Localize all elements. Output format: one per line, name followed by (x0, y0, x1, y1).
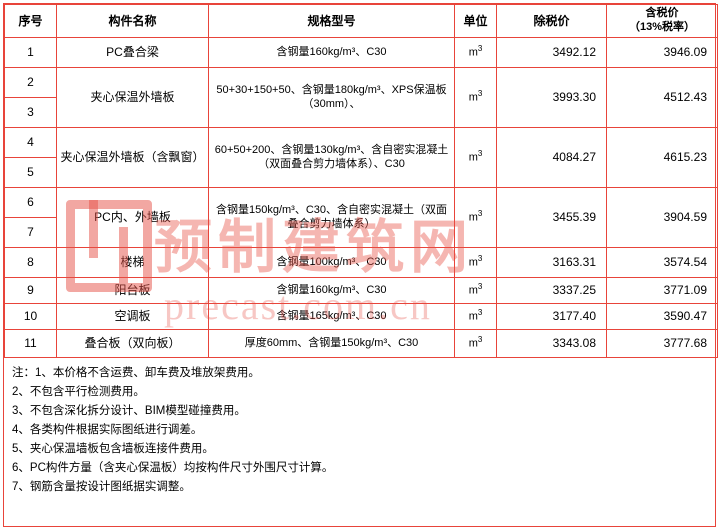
unit-cell: m3 (454, 127, 497, 188)
note-line: 2、不包含平行检测费用。 (12, 385, 145, 398)
row-index-cell: 5 (4, 157, 57, 188)
header-row: 序号 构件名称 规格型号 单位 除税价 含税价 （13%税率） (4, 4, 718, 38)
header-specification: 规格型号 (208, 4, 455, 38)
notes-block: 注：1、本价格不含运费、卸车费及堆放架费用。 2、不包含平行检测费用。 3、不包含深… (4, 358, 715, 501)
price-excl-tax-cell: 3993.30 (496, 67, 607, 128)
header-price-incl-tax-line1: 含税价 (645, 7, 679, 20)
price-incl-tax-cell: 3904.59 (606, 187, 718, 248)
header-price-incl-tax: 含税价 （13%税率） (606, 4, 718, 38)
header-unit: 单位 (454, 4, 497, 38)
row-index-cell: 2 (4, 67, 57, 98)
price-excl-tax-cell: 3337.25 (496, 277, 607, 304)
table-row: 11 叠合板（双向板） 厚度60mm、含钢量150kg/m³、C30 m3 3343.0… (4, 329, 718, 358)
table-header: 序号 构件名称 规格型号 单位 除税价 含税价 （13%税率） (4, 4, 718, 38)
note-line: 4、各类构件根据实际图纸进行调差。 (12, 423, 203, 436)
price-excl-tax-cell: 3343.08 (496, 329, 607, 358)
unit-cell: m3 (454, 247, 497, 278)
component-name-cell: 夹心保温外墙板（含飘窗） (56, 127, 209, 188)
table-row: 3 (4, 97, 718, 128)
unit-cell: m3 (454, 329, 497, 358)
table-row: 6 PC内、外墙板 含钢量150kg/m³、C30、含自密实混凝土（双面叠合剪力墙体… (4, 187, 718, 248)
specification-cell: 含钢量165kg/m³、C30 (208, 303, 455, 330)
price-incl-tax-cell: 3771.09 (606, 277, 718, 304)
table-body: 1 PC叠合梁 含钢量160kg/m³、C30 m3 3492.12 3946.09 2 夹心… (4, 37, 718, 358)
specification-cell: 厚度60mm、含钢量150kg/m³、C30 (208, 329, 455, 358)
price-incl-tax-cell: 4615.23 (606, 127, 718, 188)
specification-cell: 50+30+150+50、含钢量180kg/m³、XPS保温板（30mm）、 (208, 67, 455, 128)
price-excl-tax-cell: 3492.12 (496, 37, 607, 68)
specification-cell: 含钢量150kg/m³、C30、含自密实混凝土（双面叠合剪力墙体系） (208, 187, 455, 248)
row-index-cell: 11 (4, 329, 57, 358)
component-name-cell: 叠合板（双向板） (56, 329, 209, 358)
price-excl-tax-cell: 4084.27 (496, 127, 607, 188)
specification-cell: 含钢量160kg/m³、C30 (208, 37, 455, 68)
header-price-incl-tax-line2: （13%税率） (628, 21, 696, 33)
price-sheet: 预制建筑网 precast.com.cn 序号 构件名称 规格型号 单位 除税价… (3, 3, 718, 527)
note-line: 7、钢筋含量按设计图纸据实调整。 (12, 480, 191, 493)
row-index-cell: 6 (4, 187, 57, 218)
row-index-cell: 8 (4, 247, 57, 278)
unit-cell: m3 (454, 37, 497, 68)
price-excl-tax-cell: 3455.39 (496, 187, 607, 248)
row-index-cell: 10 (4, 303, 57, 330)
component-name-cell: 空调板 (56, 303, 209, 330)
row-index-cell: 3 (4, 97, 57, 128)
price-incl-tax-cell: 3590.47 (606, 303, 718, 330)
row-index-cell: 4 (4, 127, 57, 158)
row-index-cell: 1 (4, 37, 57, 68)
price-incl-tax-cell: 3946.09 (606, 37, 718, 68)
note-line: 注：1、本价格不含运费、卸车费及堆放架费用。 (12, 367, 260, 379)
price-incl-tax-cell: 4512.43 (606, 67, 718, 128)
price-incl-tax-cell: 3574.54 (606, 247, 718, 278)
price-excl-tax-cell: 3163.31 (496, 247, 607, 278)
specification-cell: 含钢量160kg/m³、C30 (208, 277, 455, 304)
price-incl-tax-cell: 3777.68 (606, 329, 718, 358)
table-row: 1 PC叠合梁 含钢量160kg/m³、C30 m3 3492.12 3946.09 (4, 37, 718, 68)
price-excl-tax-cell: 3177.40 (496, 303, 607, 330)
table-row: 10 空调板 含钢量165kg/m³、C30 m3 3177.40 3590.47 (4, 303, 718, 330)
unit-cell: m3 (454, 277, 497, 304)
header-index: 序号 (4, 4, 57, 38)
table-row: 8 楼梯 含钢量100kg/m³、C30 m3 3163.31 3574.54 (4, 247, 718, 278)
component-name-cell: 夹心保温外墙板 (56, 67, 209, 128)
header-price-excl-tax: 除税价 (496, 4, 607, 38)
specification-cell: 60+50+200、含钢量130kg/m³、含自密实混凝土（双面叠合剪力墙体系）… (208, 127, 455, 188)
table-row: 2 夹心保温外墙板 50+30+150+50、含钢量180kg/m³、XPS保温板（… (4, 67, 718, 128)
unit-cell: m3 (454, 187, 497, 248)
row-index-cell: 9 (4, 277, 57, 304)
note-line: 6、PC构件方量（含夹心保温板）均按构件尺寸外围尺寸计算。 (12, 461, 334, 474)
table-row: 9 阳台板 含钢量160kg/m³、C30 m3 3337.25 3771.09 (4, 277, 718, 304)
table-row: 4 夹心保温外墙板（含飘窗） 60+50+200、含钢量130kg/m³、含自密实混… (4, 127, 718, 188)
component-price-table: 序号 构件名称 规格型号 单位 除税价 含税价 （13%税率） 1 PC叠合梁 含钢… (4, 4, 718, 358)
row-index-cell: 7 (4, 217, 57, 248)
note-line: 5、夹心保温墙板包含墙板连接件费用。 (12, 442, 214, 455)
note-line: 3、不包含深化拆分设计、BIM模型碰撞费用。 (12, 404, 246, 417)
unit-cell: m3 (454, 67, 497, 128)
component-name-cell: 楼梯 (56, 247, 209, 278)
component-name-cell: PC叠合梁 (56, 37, 209, 68)
unit-cell: m3 (454, 303, 497, 330)
component-name-cell: PC内、外墙板 (56, 187, 209, 248)
specification-cell: 含钢量100kg/m³、C30 (208, 247, 455, 278)
header-component-name: 构件名称 (56, 4, 209, 38)
component-name-cell: 阳台板 (56, 277, 209, 304)
